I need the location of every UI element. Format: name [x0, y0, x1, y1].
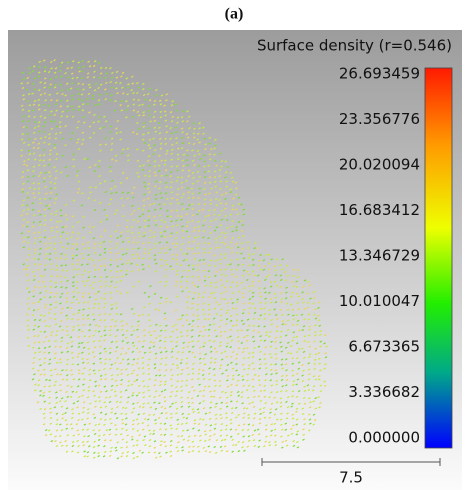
figure: (a) Surface density (r=0.546) 7.5 26.693… — [0, 0, 468, 490]
color-scale-label: 0.000000 — [348, 429, 420, 447]
color-scale-label: 3.336682 — [348, 383, 420, 401]
color-scale-label: 16.683412 — [339, 201, 420, 219]
color-scale-label: 20.020094 — [339, 156, 420, 174]
scalar-field-title: Surface density (r=0.546) — [257, 37, 452, 55]
color-scale-label: 10.010047 — [339, 292, 420, 310]
scale-bar-label: 7.5 — [339, 469, 363, 487]
panel-label: (a) — [225, 6, 244, 23]
color-scale-label: 6.673365 — [348, 338, 420, 356]
color-scale — [425, 68, 452, 448]
color-scale-label: 13.346729 — [339, 247, 420, 265]
color-scale-label: 26.693459 — [339, 65, 420, 83]
color-scale-labels: 26.693459 23.356776 20.020094 16.683412 13.3… — [339, 65, 420, 447]
color-scale-label: 23.356776 — [339, 110, 420, 128]
